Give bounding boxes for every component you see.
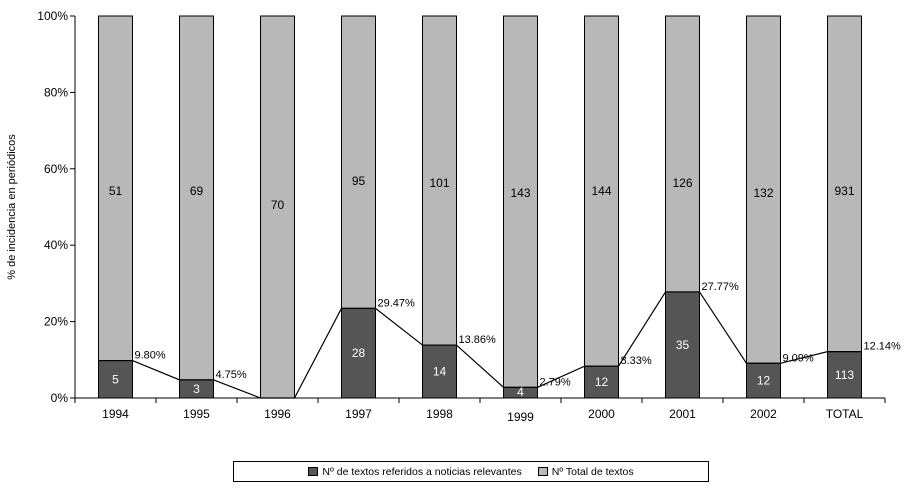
bar-relevant-label: 4 [517,385,524,399]
bar-relevant-label: 35 [676,338,690,352]
percent-label: 9.80% [135,350,166,362]
bar-relevant-label: 113 [835,368,854,382]
incidence-line-path [98,291,862,399]
x-tick-label: 1997 [345,407,372,421]
bar-total-label: 132 [753,186,773,200]
bar-total-label: 51 [109,184,123,198]
y-axis-label: % de incidencia en periódicos [6,134,18,280]
bar-relevant-label: 5 [112,372,119,386]
bar-total-label: 70 [271,198,285,212]
x-tick-label: 2000 [588,407,615,421]
bars [98,15,862,399]
bar-total-label: 126 [672,176,692,190]
bar-total [422,15,457,399]
bar-relevant-label: 12 [757,374,771,388]
bar-relevant-label: 3 [193,382,200,396]
bar-relevant [341,307,376,399]
labels: 1994 51 5 9.80% 1995 69 3 4.75% 1996 70 1997 95 28 29… [102,174,901,424]
bar-total [584,15,619,399]
bar-total-label: 101 [429,176,449,190]
bar-total [98,15,133,399]
incidence-line [98,291,862,399]
y-tick-label: 20% [44,315,68,329]
legend: Nº de textos referidos a noticias releva… [233,461,709,482]
bar-relevant [746,362,781,399]
percent-label: 8.33% [621,355,652,367]
bar-total-label: 95 [352,174,366,188]
x-tick-label: 2002 [750,407,777,421]
bar-total-label: 143 [510,186,530,200]
x-tick-label: 1994 [102,407,129,421]
percent-label: 29.47% [378,297,416,309]
bar-total [503,15,538,399]
percent-label: 4.75% [216,369,247,381]
bar-relevant-label: 28 [352,346,366,360]
legend-swatch-relevant [308,467,319,476]
percent-label: 12.14% [864,341,902,353]
bar-total [179,15,214,399]
bar-relevant-label: 14 [433,365,447,379]
bar-total [827,15,862,399]
x-tick-label: 1996 [264,407,291,421]
percent-label: 27.77% [702,281,740,293]
legend-item-total: Nº Total de textos [537,465,634,478]
x-tick-label: 1995 [183,407,210,421]
percent-label: 2.79% [540,376,571,388]
x-tick-label: 1999 [507,410,534,424]
bar-relevant [665,291,700,399]
bar-total [260,15,295,399]
bar-total-label: 931 [834,184,854,198]
y-tick-label: 0% [51,391,69,405]
x-tick-label: 2001 [669,407,696,421]
y-tick-label: 100% [37,9,68,23]
x-tick-label: TOTAL [826,407,864,421]
legend-swatch-total [537,467,548,476]
bar-total-label: 69 [190,184,204,198]
chart-svg: 0% 20% 40% 60% 80% 100% % de incidencia en per… [6,9,901,424]
percent-label: 9.09% [783,352,814,364]
y-tick-label: 40% [44,238,68,252]
y-tick-label: 60% [44,162,68,176]
legend-label-total: Nº Total de textos [551,465,634,478]
bar-total-label: 144 [591,184,611,198]
bar-relevant-label: 12 [595,375,609,389]
percent-label: 13.86% [459,334,497,346]
x-tick-label: 1998 [426,407,453,421]
bar-total [746,15,781,399]
bar-relevant [584,365,619,399]
y-tick-label: 80% [44,85,68,99]
bar-relevant [422,344,457,399]
legend-label-relevant: Nº de textos referidos a noticias releva… [322,465,522,478]
legend-item-relevant: Nº de textos referidos a noticias releva… [308,465,522,478]
